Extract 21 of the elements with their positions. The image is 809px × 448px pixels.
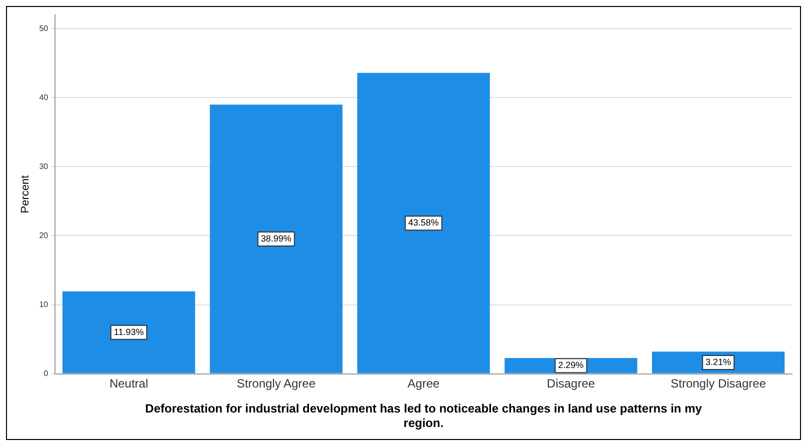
bar [62, 291, 196, 374]
x-axis-title: Deforestation for industrial development has led to noticeable changes in land use patterns in my region. [145, 402, 702, 430]
y-tick-label: 10 [39, 300, 49, 309]
x-tick-label: Agree [408, 376, 440, 390]
data-label: 11.93% [114, 326, 144, 337]
y-tick-label: 30 [39, 162, 49, 171]
y-tick-label: 20 [39, 230, 49, 240]
x-tick-label: Disagree [546, 376, 596, 390]
x-tick-label: Strongly Disagree [670, 376, 766, 390]
y-tick-label: 40 [39, 92, 49, 102]
data-label: 3.21% [706, 356, 732, 367]
data-label: 38.99% [260, 233, 292, 244]
bar [357, 72, 490, 374]
x-tick-label: Neutral [109, 376, 148, 390]
bar [210, 104, 342, 374]
y-tick-label: 0 [44, 369, 49, 378]
y-axis-title: Percent [20, 175, 32, 214]
x-tick-label: Strongly Agree [236, 376, 316, 390]
y-tick-label: 50 [39, 24, 49, 33]
data-label: 43.58% [408, 218, 439, 228]
data-label: 2.29% [558, 360, 584, 370]
